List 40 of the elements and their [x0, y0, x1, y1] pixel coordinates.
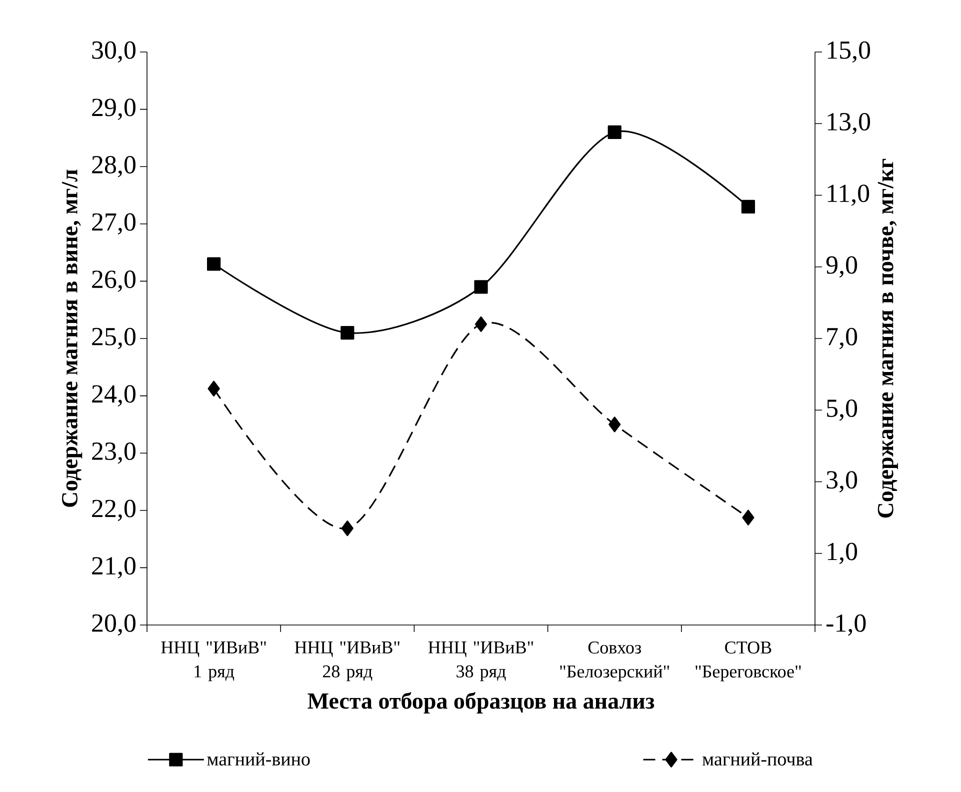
y-tick-label: 30,0	[92, 41, 136, 63]
point	[742, 510, 754, 526]
x-axis-title: Места отбора образцов на анализ	[308, 692, 654, 714]
point	[474, 280, 488, 294]
y2-tick-label: -1,0	[826, 614, 866, 636]
y2-tick-label: 1,0	[828, 542, 858, 564]
y-tick-label: 21,0	[92, 557, 136, 578]
y-tick-label: 29,0	[92, 98, 136, 120]
legend-label: магний-почва	[702, 752, 813, 766]
point	[608, 125, 622, 140]
y2-axis-title: Содержание магния в почве, мг/кг	[878, 158, 898, 518]
y2-tick-label: 7,0	[827, 328, 858, 350]
point	[608, 416, 621, 432]
y2-tick-label: 11,0	[828, 184, 870, 206]
point	[208, 380, 220, 396]
x-tick-label: ННЦ "ИВиВ" 1 ряд	[161, 642, 266, 682]
y2-tick-label: 9,0	[826, 256, 858, 278]
point	[340, 326, 354, 340]
y-tick-label: 22,0	[92, 500, 136, 522]
y-tick-label: 26,0	[92, 270, 136, 292]
y-tick-label: 24,0	[92, 385, 136, 406]
y-tick-label: 23,0	[92, 442, 136, 464]
point	[741, 200, 756, 214]
point	[207, 257, 221, 271]
y-tick-label: 27,0	[92, 213, 136, 235]
y-tick-label: 20,0	[92, 614, 136, 636]
y2-tick-label: 5,0	[827, 399, 858, 421]
y2-tick-label: 13,0	[828, 112, 870, 134]
y-axis-title: Содержание магния в вине, мг/л	[62, 170, 82, 507]
point	[341, 520, 354, 536]
y2-tick-label: 3,0	[826, 471, 858, 492]
y-tick-label: 25,0	[92, 328, 136, 350]
y-tick-label: 28,0	[92, 156, 136, 178]
x-tick-label: СТОВ "Береговское"	[696, 642, 801, 682]
point	[474, 316, 488, 332]
legend-label: магний-вино	[207, 752, 310, 766]
x-tick-label: ННЦ "ИВиВ" 28 ряд	[294, 642, 400, 682]
y2-tick-label: 15,0	[828, 41, 870, 63]
x-tick-label: Совхоз "Белозерский"	[560, 642, 670, 682]
x-tick-label: ННЦ "ИВиВ" 38 ряд	[428, 642, 534, 682]
